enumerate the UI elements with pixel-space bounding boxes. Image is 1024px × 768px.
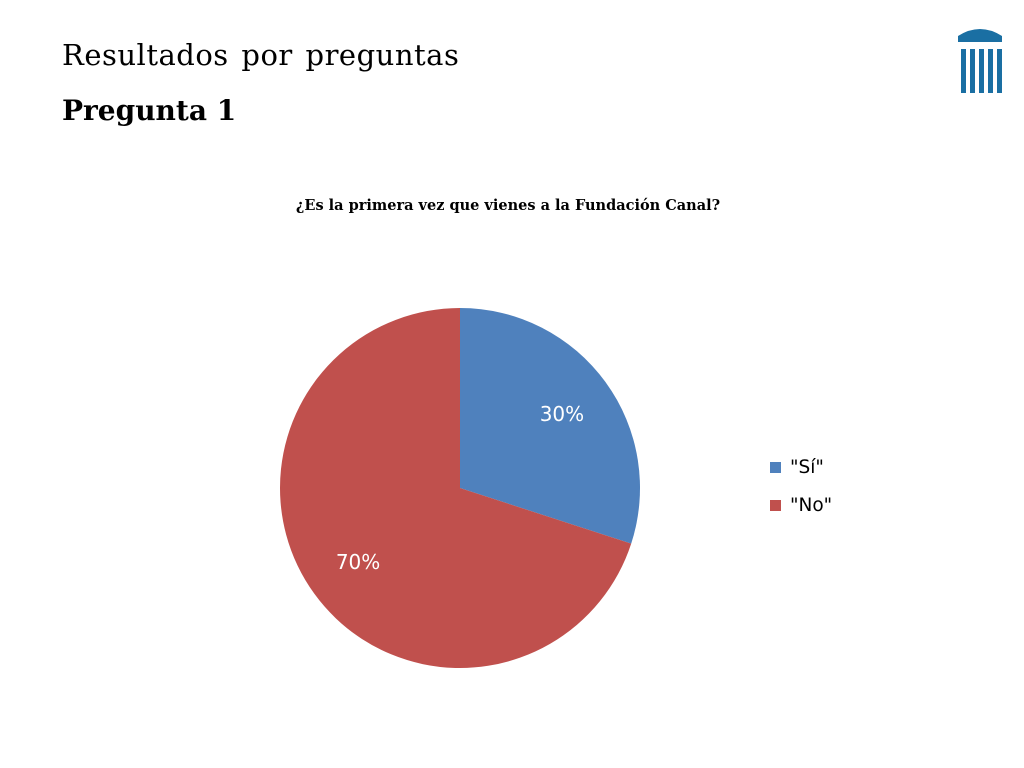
data-label-no: 70% xyxy=(336,550,380,574)
chart-legend: "Sí" "No" xyxy=(770,455,832,531)
legend-swatch-no xyxy=(770,499,781,511)
slide-heading: Resultados por preguntas xyxy=(62,38,460,72)
pie-chart: 30% 70% xyxy=(280,308,640,668)
legend-item-no: "No" xyxy=(770,493,832,517)
legend-label-no: "No" xyxy=(790,494,833,516)
slide-subheading: Pregunta 1 xyxy=(62,94,237,127)
legend-label-si: "Sí" xyxy=(790,456,824,478)
pie-slice-no xyxy=(280,308,632,668)
legend-swatch-si xyxy=(770,461,781,473)
pie-slice-si xyxy=(460,308,640,544)
column-building-icon xyxy=(958,29,1002,93)
chart-title: ¿Es la primera vez que vienes a la Funda… xyxy=(295,197,721,214)
legend-item-si: "Sí" xyxy=(770,455,832,479)
data-label-si: 30% xyxy=(540,402,584,426)
